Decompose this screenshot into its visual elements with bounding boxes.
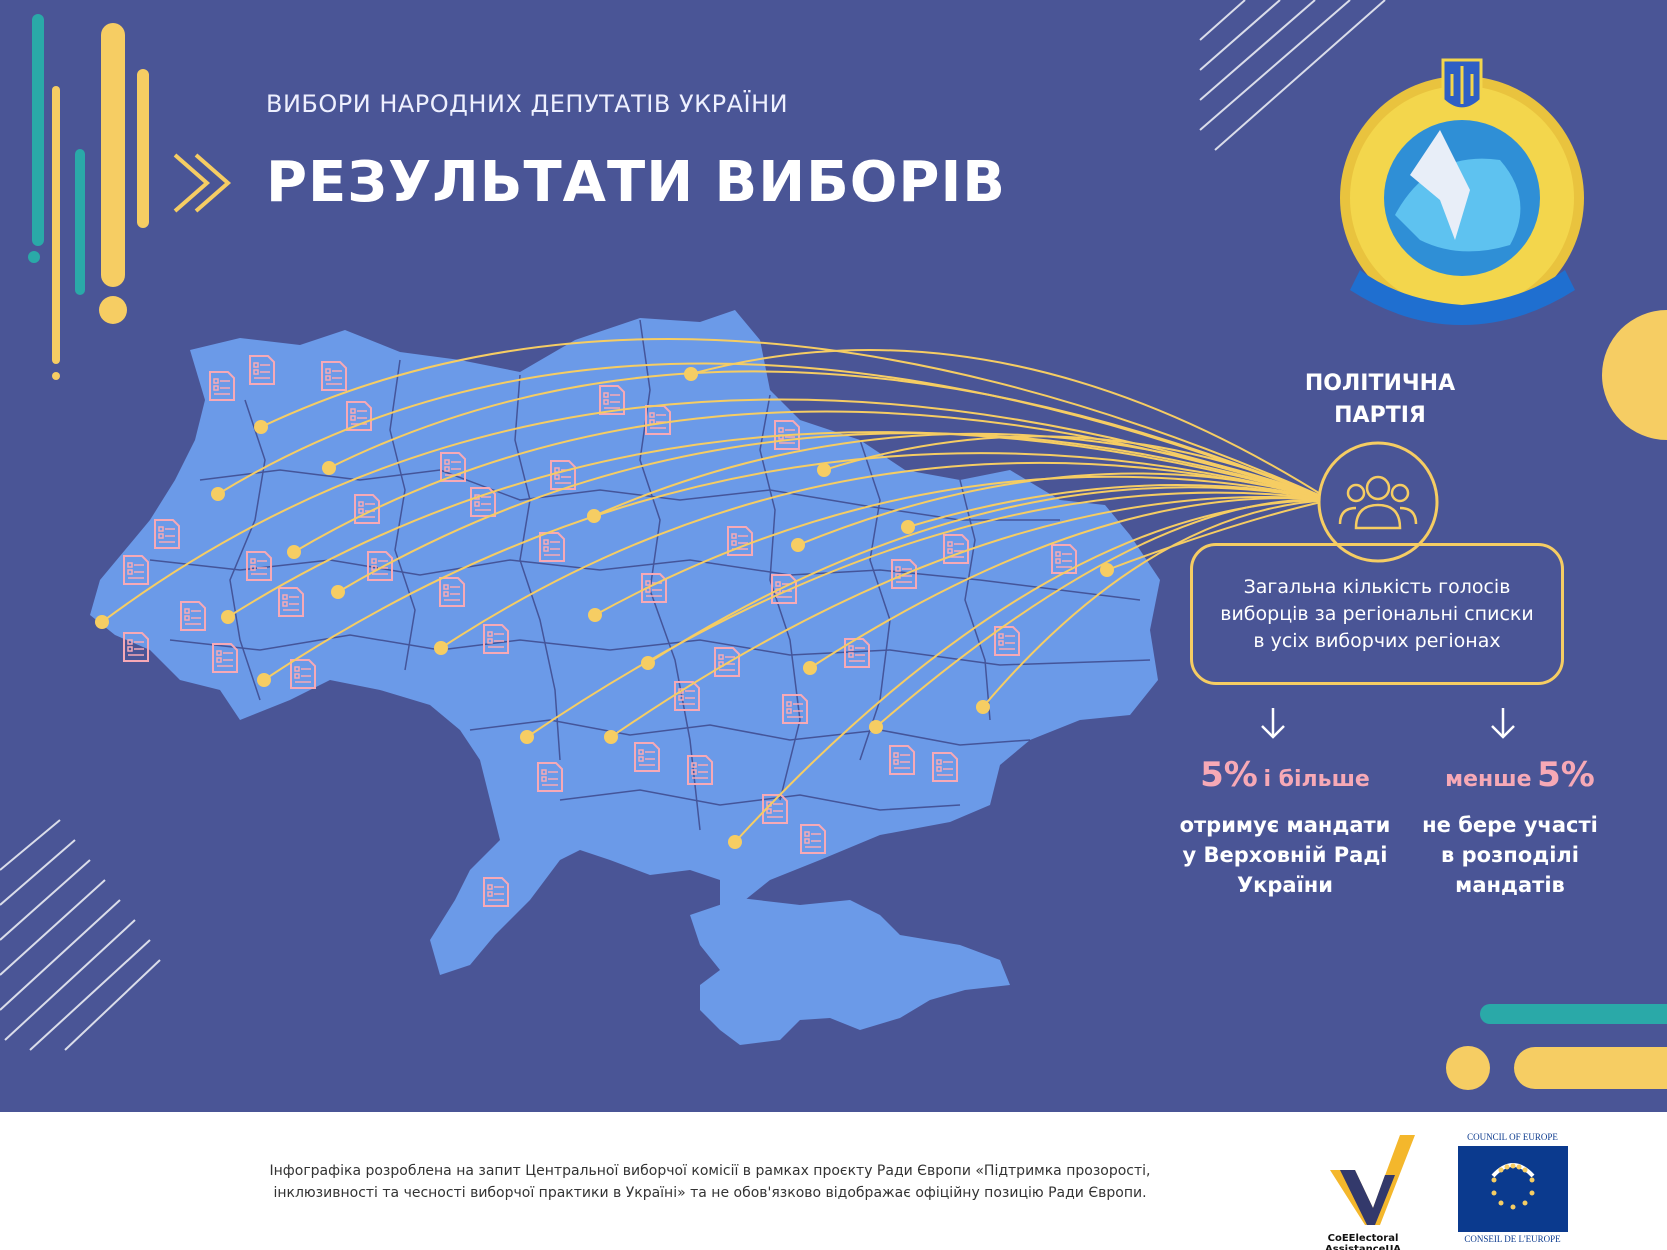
council-of-europe-flag-icon — [1458, 1146, 1568, 1232]
threshold-above-pct: 5% — [1200, 755, 1258, 795]
result-below: не бере участі в розподілі мандатів — [1422, 813, 1598, 897]
result-above: отримує мандати у Верховній Раді України — [1179, 813, 1391, 897]
connection-lines — [101, 338, 1331, 843]
threshold-above-word: і більше — [1263, 767, 1370, 792]
arrow-down-icon — [1261, 708, 1515, 739]
coe-electoral-label: CoEElectoral AssistanceUA — [1325, 1233, 1401, 1250]
council-bottom-text: CONSEIL DE L'EUROPE — [1464, 1234, 1561, 1244]
party-label: ПОЛІТИЧНА ПАРТІЯ — [1304, 371, 1456, 428]
threshold-above: 5% і більше — [1185, 755, 1385, 795]
threshold-below-word: менше — [1445, 767, 1532, 792]
hatch-bottom-left — [0, 819, 161, 1051]
double-chevron-icon — [173, 153, 232, 213]
footer: Інфографіка розроблена на запит Централь… — [0, 1112, 1667, 1250]
decorative-bars — [28, 14, 149, 380]
group-people-icon — [1317, 441, 1439, 563]
votes-box-text: Загальна кількість голосів виборців за р… — [1220, 575, 1534, 652]
cec-emblem-icon — [1340, 58, 1584, 325]
page-title: РЕЗУЛЬТАТИ ВИБОРІВ — [266, 150, 1006, 215]
hatch-top-right — [1199, 0, 1386, 151]
ukraine-map — [90, 310, 1160, 1045]
page-subtitle: ВИБОРИ НАРОДНИХ ДЕПУТАТІВ УКРАЇНИ — [266, 90, 789, 118]
region-dots — [95, 367, 1114, 849]
decor-half-circle — [1602, 310, 1667, 440]
votes-box: Загальна кількість голосів виборців за р… — [1190, 543, 1564, 685]
council-top-text: COUNCIL OF EUROPE — [1467, 1132, 1558, 1142]
coe-electoral-logo-icon — [1330, 1135, 1415, 1225]
footer-disclaimer: Інфографіка розроблена на запит Централь… — [269, 1163, 1151, 1201]
threshold-below-pct: 5% — [1537, 755, 1595, 795]
decor-dot — [1446, 1046, 1490, 1090]
threshold-below: менше 5% — [1420, 755, 1620, 795]
